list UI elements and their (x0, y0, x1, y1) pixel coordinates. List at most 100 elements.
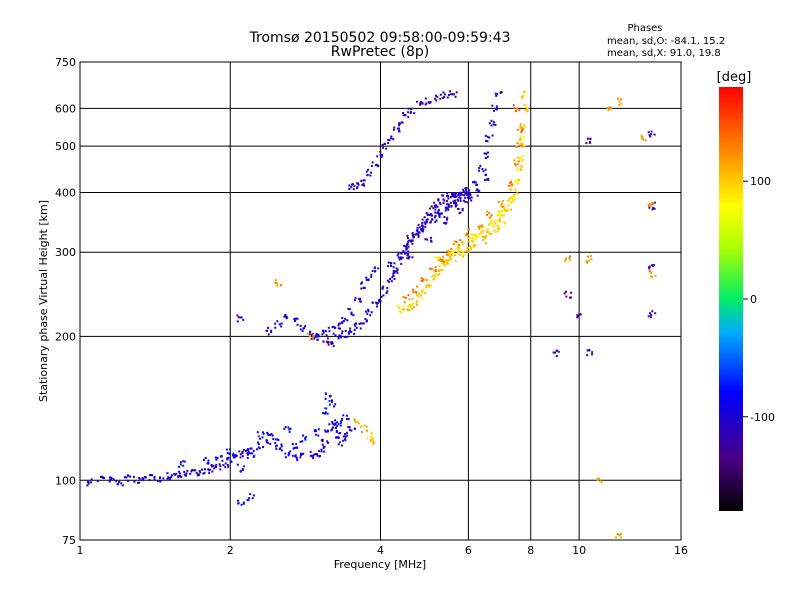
data-point (334, 436, 337, 439)
data-point (415, 292, 418, 295)
data-point (370, 273, 373, 276)
data-point (89, 481, 92, 484)
x-tick-label: 4 (377, 544, 384, 557)
data-point (249, 452, 252, 455)
data-point (486, 155, 489, 158)
data-point (425, 284, 428, 287)
x-tick-label: 2 (227, 544, 234, 557)
data-point (347, 331, 350, 334)
data-point (504, 209, 507, 212)
data-point (494, 222, 497, 225)
data-point (153, 476, 156, 479)
data-point (344, 317, 347, 320)
data-point (503, 213, 506, 216)
data-point (482, 236, 485, 239)
data-point (395, 270, 398, 273)
data-point (278, 323, 281, 326)
data-point (448, 204, 451, 207)
data-point (385, 292, 388, 295)
data-point (316, 454, 319, 457)
series-f1-cusp (265, 266, 380, 341)
data-point (516, 168, 519, 171)
data-point (331, 421, 334, 424)
data-point (234, 455, 237, 458)
data-point (407, 116, 410, 119)
data-point (466, 233, 469, 236)
data-point (385, 147, 388, 150)
series-sparse-warm (274, 97, 657, 539)
data-point (179, 463, 182, 466)
data-point (456, 198, 459, 201)
data-point (288, 428, 291, 431)
data-point (350, 313, 353, 316)
data-point (316, 335, 319, 338)
y-tick-label: 500 (55, 140, 76, 153)
data-point (465, 194, 468, 197)
data-point (350, 330, 353, 333)
data-point (494, 230, 497, 233)
data-point (337, 324, 340, 327)
data-point (478, 167, 481, 170)
data-point (653, 201, 656, 204)
data-point (443, 221, 446, 224)
data-point (509, 196, 512, 199)
series-x-mode-trace (396, 90, 529, 314)
data-point (408, 255, 411, 258)
data-point (314, 433, 317, 436)
data-point (515, 189, 518, 192)
data-point (241, 452, 244, 455)
data-point (316, 453, 319, 456)
data-point (417, 235, 420, 238)
data-point (436, 95, 439, 98)
data-point (428, 214, 431, 217)
data-point (284, 456, 287, 459)
data-point (448, 254, 451, 257)
data-point (283, 315, 286, 318)
data-point (509, 202, 512, 205)
data-point (408, 239, 411, 242)
data-point (302, 434, 305, 437)
data-point (429, 101, 432, 104)
data-point (335, 429, 338, 432)
data-point (513, 188, 516, 191)
data-point (250, 447, 253, 450)
data-point (222, 464, 225, 467)
data-point (353, 323, 356, 326)
data-point (261, 431, 264, 434)
data-point (564, 259, 567, 262)
data-point (517, 128, 520, 131)
data-point (133, 480, 136, 483)
data-point (322, 331, 325, 334)
data-point (413, 306, 416, 309)
data-point (310, 335, 313, 338)
data-point (490, 124, 493, 127)
data-point (453, 250, 456, 253)
data-point (568, 296, 571, 299)
data-point (379, 300, 382, 303)
data-point (395, 267, 398, 270)
data-point (450, 205, 453, 208)
data-point (310, 454, 313, 457)
data-point (521, 160, 524, 163)
data-point (141, 476, 144, 479)
data-point (445, 259, 448, 262)
data-point (340, 321, 343, 324)
data-point (280, 445, 283, 448)
data-point (353, 332, 356, 335)
data-point (149, 474, 152, 477)
data-point (408, 298, 411, 301)
data-point (347, 426, 350, 429)
data-point (446, 260, 449, 263)
data-point (274, 438, 277, 441)
data-point (412, 288, 415, 291)
data-point (362, 182, 365, 185)
data-point (390, 137, 393, 140)
data-point (459, 194, 462, 197)
data-point (342, 435, 345, 438)
data-point (279, 447, 282, 450)
phase-stat-o: mean, sd,O: -84.1, 15.2 (607, 36, 725, 47)
data-point (651, 202, 654, 205)
data-point (396, 254, 399, 257)
data-point (506, 209, 509, 212)
